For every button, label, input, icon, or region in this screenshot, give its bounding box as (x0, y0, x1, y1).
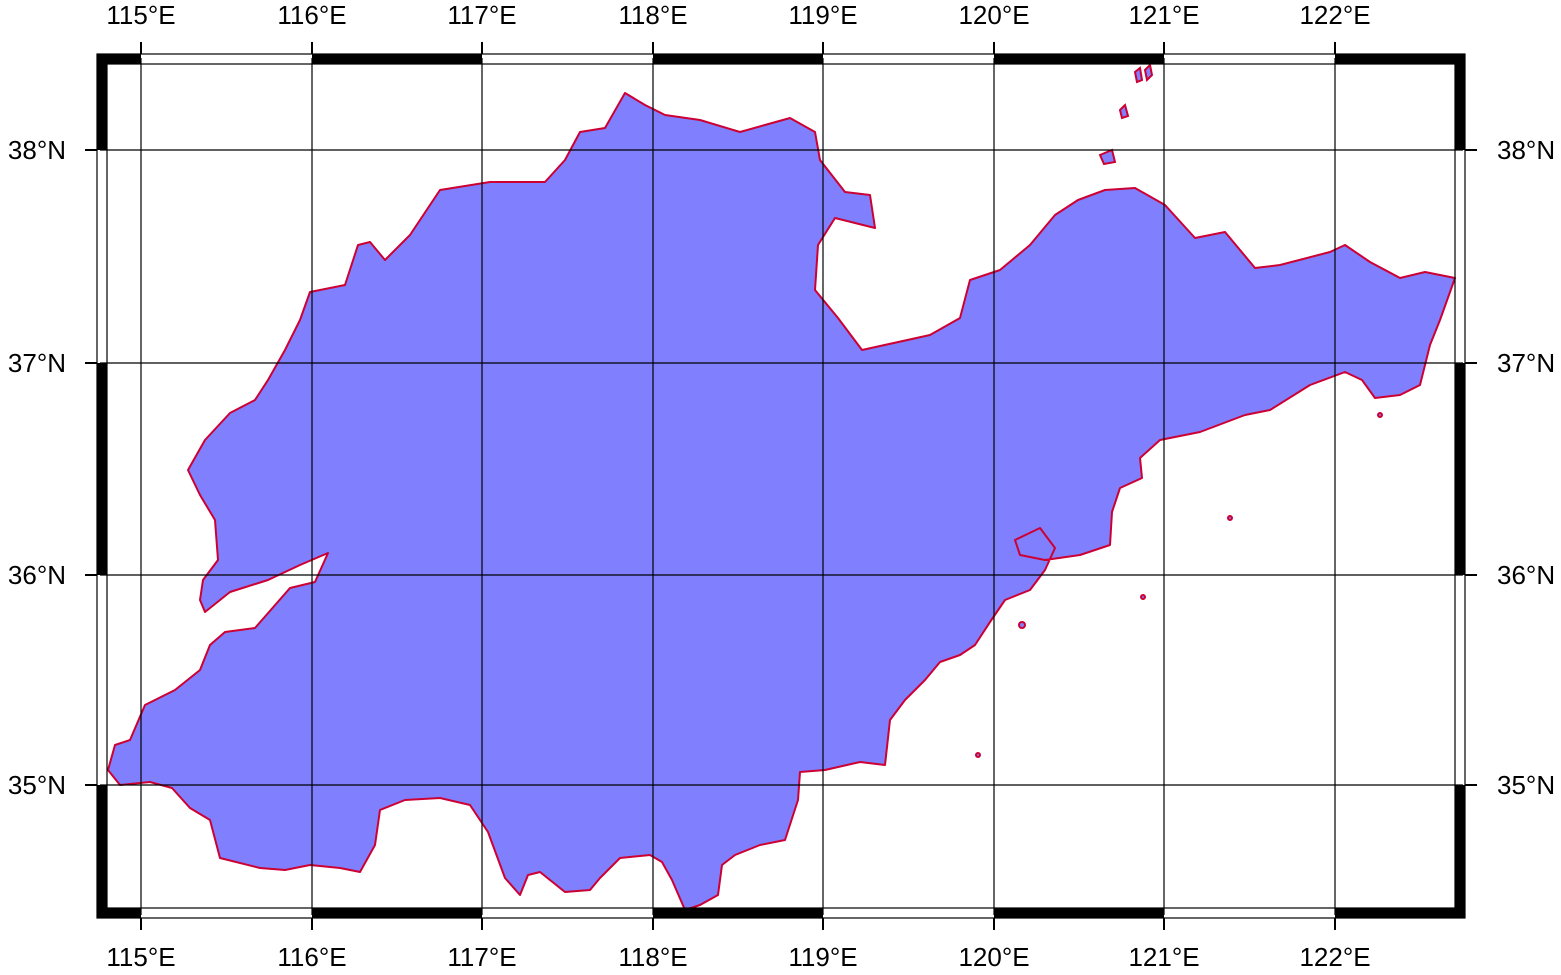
lat-labels-left: 38°N 37°N 36°N 35°N (8, 135, 66, 800)
lat-label-right: 37°N (1497, 348, 1555, 378)
island-dot-5 (1018, 621, 1026, 629)
lon-label-top: 122°E (1299, 0, 1370, 30)
lon-label-bottom: 117°E (447, 942, 516, 972)
lon-label-top: 121°E (1128, 0, 1199, 30)
gridlines (100, 58, 1463, 915)
lon-label-top: 120°E (958, 0, 1029, 30)
lon-label-top: 118°E (618, 0, 687, 30)
lat-label-left: 36°N (8, 560, 66, 590)
lon-label-bottom: 118°E (618, 942, 687, 972)
island-dot-3 (1377, 412, 1383, 418)
island-dot-2 (1140, 594, 1146, 600)
lon-label-bottom: 121°E (1128, 942, 1199, 972)
lat-label-right: 35°N (1497, 770, 1555, 800)
map-frame (85, 42, 1477, 930)
frame-left-segments (97, 54, 107, 918)
lat-label-left: 37°N (8, 348, 66, 378)
frame-ticks (85, 42, 1477, 930)
land-region (107, 92, 1456, 911)
island-dot-1 (1227, 515, 1233, 521)
lat-label-left: 35°N (8, 770, 66, 800)
islands (975, 62, 1383, 758)
lon-labels-bottom: 115°E 116°E 117°E 118°E 119°E 120°E 121°… (106, 942, 1370, 972)
island-north-3 (1098, 148, 1117, 166)
lon-label-bottom: 115°E (106, 942, 175, 972)
frame-top-segments (97, 54, 1465, 64)
lon-labels-top: 115°E 116°E 117°E 118°E 119°E 120°E 121°… (106, 0, 1370, 30)
island-north-4 (1133, 66, 1144, 84)
island-north-1 (1143, 62, 1154, 83)
lon-label-top: 116°E (277, 0, 346, 30)
lon-label-bottom: 116°E (277, 942, 346, 972)
lat-label-left: 38°N (8, 135, 66, 165)
lon-label-top: 119°E (788, 0, 857, 30)
island-north-2 (1118, 103, 1130, 120)
frame-right-segments (1455, 54, 1465, 918)
frame-bottom-segments (97, 908, 1465, 918)
island-dot-4 (975, 752, 981, 758)
lat-label-right: 38°N (1497, 135, 1555, 165)
lon-label-top: 115°E (106, 0, 175, 30)
lat-labels-right: 38°N 37°N 36°N 35°N (1497, 135, 1555, 800)
lat-label-right: 36°N (1497, 560, 1555, 590)
lon-label-bottom: 122°E (1299, 942, 1370, 972)
lon-label-bottom: 119°E (788, 942, 857, 972)
lon-label-bottom: 120°E (958, 942, 1029, 972)
lon-label-top: 117°E (447, 0, 516, 30)
